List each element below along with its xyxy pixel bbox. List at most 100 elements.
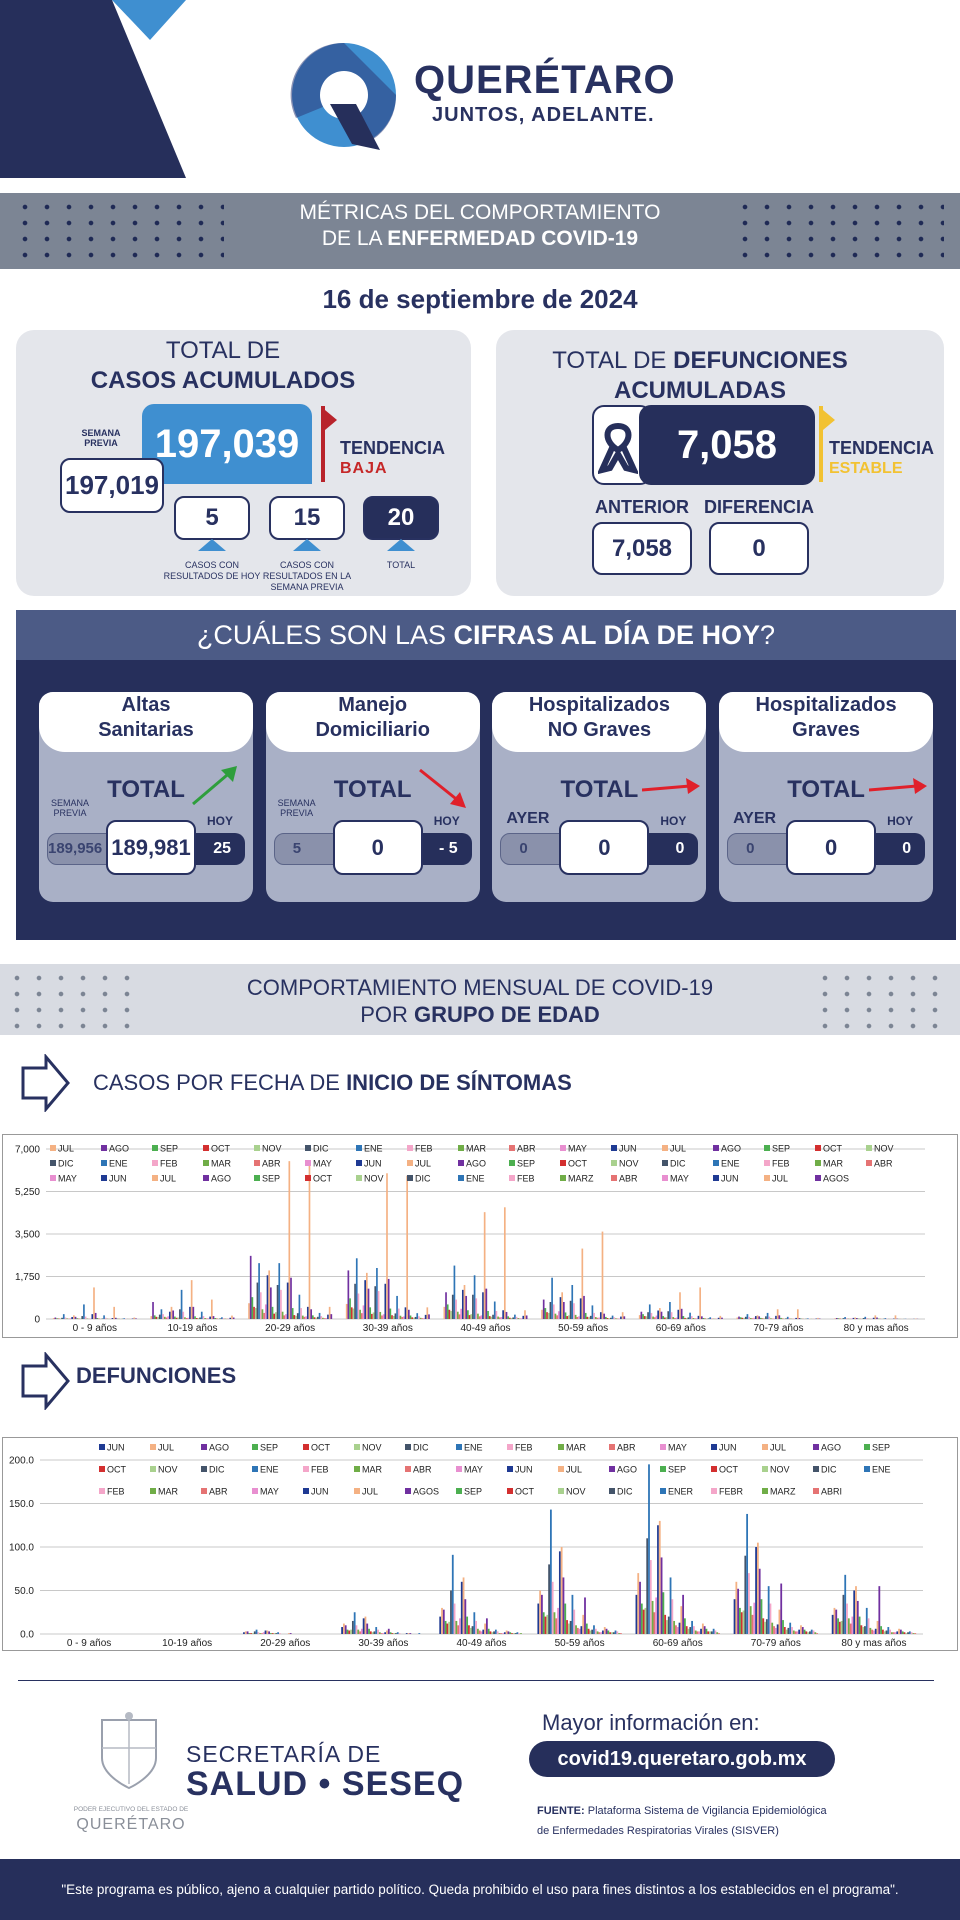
bar	[675, 1625, 677, 1634]
bar	[657, 1525, 659, 1634]
bar	[541, 1309, 543, 1319]
card-title: Manejo	[338, 694, 408, 716]
bar	[378, 1632, 381, 1634]
bar	[402, 1316, 405, 1319]
legend-swatch	[201, 1488, 207, 1494]
bar	[682, 1316, 685, 1319]
bar	[312, 1315, 314, 1319]
bar	[643, 1316, 646, 1319]
bar	[709, 1631, 711, 1634]
bar	[783, 1627, 786, 1634]
bar	[371, 1313, 373, 1319]
bar	[764, 1621, 766, 1634]
bar	[807, 1318, 809, 1319]
bar	[837, 1618, 839, 1634]
bar	[749, 1606, 752, 1634]
defunciones-title: TOTAL DE DEFUNCIONES ACUMULADAS	[520, 346, 880, 406]
bar	[317, 1316, 319, 1319]
y-tick-label: 0.0	[20, 1630, 34, 1641]
cifras-card: Hospitalizados NO Graves TOTAL AYER HOY 0 0 0	[492, 692, 707, 902]
bar	[652, 1316, 654, 1319]
bar	[717, 1317, 720, 1319]
legend-swatch	[201, 1466, 207, 1472]
bar	[786, 1316, 789, 1319]
bar	[273, 1633, 276, 1634]
bar	[113, 1306, 115, 1319]
total-label: TOTAL	[787, 776, 865, 803]
bar	[680, 1308, 683, 1319]
legend-label: MAY	[464, 1465, 483, 1475]
bar	[398, 1633, 401, 1634]
bar	[735, 1581, 738, 1634]
legend-swatch	[813, 1444, 819, 1450]
url[interactable]: covid19.queretaro.gob.mx	[529, 1741, 835, 1777]
legend-swatch	[405, 1444, 411, 1450]
bar	[446, 1304, 449, 1319]
bar	[330, 1314, 333, 1319]
bar	[674, 1318, 676, 1319]
bar	[357, 1293, 360, 1319]
legend-label: DIC	[617, 1487, 633, 1497]
casos-previous: 197,019	[60, 458, 164, 513]
legend-label: AGO	[209, 1443, 229, 1453]
bar	[306, 1306, 309, 1319]
bar	[842, 1318, 845, 1319]
bar	[185, 1318, 188, 1319]
trend-bar	[819, 406, 823, 482]
bar	[349, 1298, 351, 1319]
bar	[680, 1606, 683, 1634]
bar	[502, 1310, 504, 1319]
legend-label: JUN	[719, 1443, 737, 1453]
bar	[270, 1287, 272, 1319]
bar	[639, 1581, 641, 1634]
legend-label: ABR	[617, 1443, 636, 1453]
bar	[740, 1612, 743, 1634]
bar	[561, 1292, 564, 1319]
bar	[564, 1603, 567, 1634]
bar	[507, 1631, 510, 1634]
bar	[608, 1318, 611, 1319]
legend-label: ABR	[209, 1487, 228, 1497]
legend-label: MAR	[211, 1159, 232, 1169]
x-tick-label: 50-59 años	[555, 1638, 605, 1649]
bar	[463, 1285, 466, 1319]
bar	[103, 1315, 105, 1319]
bar	[618, 1633, 621, 1634]
legend-swatch	[864, 1444, 870, 1450]
bar	[763, 1318, 766, 1319]
bar	[782, 1620, 784, 1634]
bar	[448, 1309, 451, 1319]
legend-swatch	[660, 1466, 666, 1472]
bar	[135, 1318, 137, 1319]
casos-total: 197,039	[142, 404, 312, 484]
bar	[480, 1631, 483, 1634]
bar	[277, 1632, 279, 1634]
legend-swatch	[50, 1175, 56, 1181]
bar	[458, 1314, 461, 1319]
bar	[475, 1298, 478, 1319]
x-tick-label: 80 y mas años	[841, 1638, 906, 1649]
trend-arrow	[642, 778, 701, 794]
legend-label: MAR	[566, 1443, 587, 1453]
text: INICIO DE SÍNTOMAS	[346, 1070, 572, 1095]
bar	[396, 1295, 398, 1319]
bar	[809, 1631, 811, 1634]
casos-box-label: CASOS CON RESULTADOS EN LA SEMANA PREVIA	[262, 560, 352, 592]
x-tick-label: 60-69 años	[653, 1638, 703, 1649]
bar	[264, 1304, 267, 1319]
legend-swatch	[611, 1175, 617, 1181]
bar	[709, 1317, 712, 1319]
legend-label: OCT	[313, 1174, 333, 1184]
bar	[459, 1618, 461, 1634]
bar	[315, 1317, 318, 1319]
chart: 0.0 50.0 100.0 150.0 200.0 0 - 9 años 10-19 añ…	[2, 1437, 958, 1651]
bar	[355, 1258, 358, 1319]
bar	[542, 1612, 545, 1634]
legend-swatch	[254, 1160, 260, 1166]
bar	[484, 1623, 486, 1634]
bar	[519, 1318, 521, 1319]
x-tick-label: 40-49 años	[456, 1638, 506, 1649]
bar	[908, 1631, 911, 1634]
bar	[444, 1620, 447, 1634]
legend-swatch	[152, 1160, 158, 1166]
